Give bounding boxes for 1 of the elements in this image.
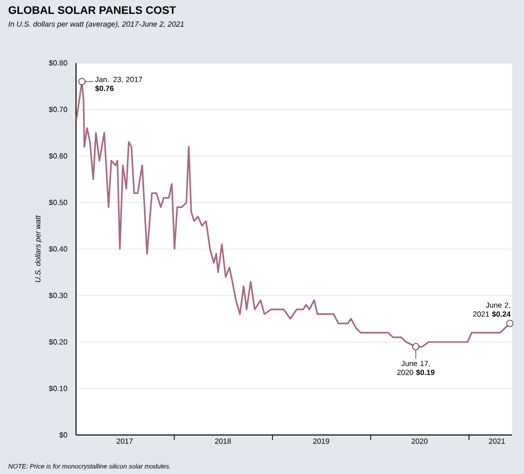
chart-title: GLOBAL SOLAR PANELS COST bbox=[8, 6, 176, 14]
